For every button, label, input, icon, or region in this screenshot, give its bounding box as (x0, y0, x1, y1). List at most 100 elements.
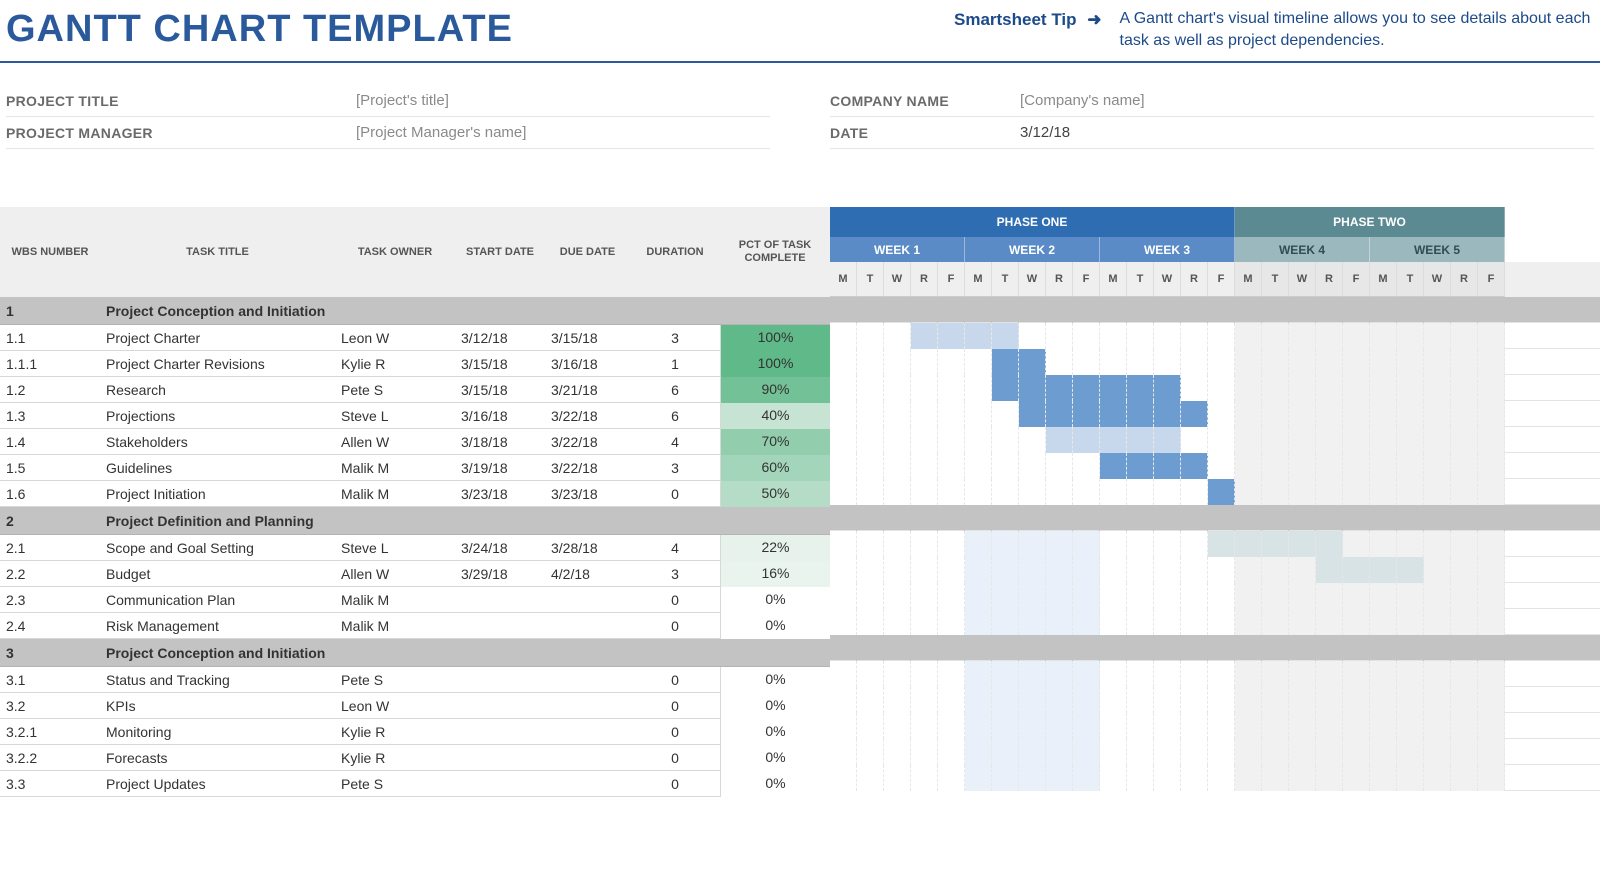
timeline-cell[interactable] (830, 349, 857, 375)
timeline-cell[interactable] (911, 401, 938, 427)
timeline-cell[interactable] (992, 505, 1019, 531)
timeline-cell[interactable] (938, 765, 965, 791)
timeline-cell[interactable] (1235, 557, 1262, 583)
timeline-cell[interactable] (1235, 583, 1262, 609)
timeline-cell[interactable] (1154, 349, 1181, 375)
timeline-cell[interactable] (965, 609, 992, 635)
date-input[interactable]: 3/12/18 (1020, 124, 1070, 141)
timeline-cell[interactable] (1127, 609, 1154, 635)
timeline-cell[interactable] (830, 739, 857, 765)
timeline-cell[interactable] (1100, 583, 1127, 609)
timeline-cell[interactable] (992, 713, 1019, 739)
timeline-cell[interactable] (1019, 427, 1046, 453)
timeline-cell[interactable] (1019, 401, 1046, 427)
timeline-cell[interactable] (965, 661, 992, 687)
timeline-cell[interactable] (1478, 635, 1505, 661)
timeline-cell[interactable] (1073, 713, 1100, 739)
task-row[interactable]: 2.2BudgetAllen W3/29/184/2/18316% (0, 561, 830, 587)
timeline-cell[interactable] (1316, 635, 1343, 661)
timeline-cell[interactable] (1019, 349, 1046, 375)
timeline-cell[interactable] (1316, 583, 1343, 609)
start-cell[interactable]: 3/18/18 (455, 434, 545, 450)
timeline-cell[interactable] (857, 349, 884, 375)
timeline-cell[interactable] (1046, 323, 1073, 349)
timeline-cell[interactable] (1262, 297, 1289, 323)
pct-cell[interactable]: 40% (720, 403, 830, 429)
timeline-cell[interactable] (1289, 297, 1316, 323)
timeline-cell[interactable] (1181, 401, 1208, 427)
timeline-cell[interactable] (1046, 297, 1073, 323)
title-cell[interactable]: Projections (100, 408, 335, 424)
timeline-cell[interactable] (1235, 713, 1262, 739)
timeline-cell[interactable] (1370, 713, 1397, 739)
timeline-cell[interactable] (830, 479, 857, 505)
timeline-cell[interactable] (1208, 479, 1235, 505)
task-row[interactable]: 2.4Risk ManagementMalik M00% (0, 613, 830, 639)
timeline-cell[interactable] (1370, 531, 1397, 557)
timeline-cell[interactable] (1208, 765, 1235, 791)
duration-cell[interactable]: 4 (630, 540, 720, 556)
timeline-cell[interactable] (830, 297, 857, 323)
timeline-cell[interactable] (1073, 401, 1100, 427)
timeline-cell[interactable] (911, 323, 938, 349)
task-row[interactable]: 2.1Scope and Goal SettingSteve L3/24/183… (0, 535, 830, 561)
timeline-cell[interactable] (830, 661, 857, 687)
timeline-cell[interactable] (1370, 427, 1397, 453)
task-row[interactable]: 1.4StakeholdersAllen W3/18/183/22/18470% (0, 429, 830, 455)
timeline-cell[interactable] (1127, 375, 1154, 401)
timeline-cell[interactable] (1397, 427, 1424, 453)
timeline-cell[interactable] (992, 427, 1019, 453)
timeline-cell[interactable] (992, 401, 1019, 427)
timeline-cell[interactable] (1154, 609, 1181, 635)
timeline-cell[interactable] (1046, 713, 1073, 739)
timeline-cell[interactable] (1046, 609, 1073, 635)
timeline-cell[interactable] (1370, 505, 1397, 531)
timeline-cell[interactable] (1235, 401, 1262, 427)
timeline-cell[interactable] (1343, 505, 1370, 531)
timeline-cell[interactable] (1451, 323, 1478, 349)
timeline-cell[interactable] (884, 661, 911, 687)
timeline-cell[interactable] (857, 557, 884, 583)
section-row[interactable]: 1Project Conception and Initiation (0, 297, 830, 325)
timeline-cell[interactable] (1154, 479, 1181, 505)
timeline-cell[interactable] (1208, 687, 1235, 713)
timeline-cell[interactable] (857, 609, 884, 635)
timeline-cell[interactable] (1424, 583, 1451, 609)
due-cell[interactable]: 3/15/18 (545, 330, 630, 346)
timeline-cell[interactable] (884, 609, 911, 635)
timeline-cell[interactable] (1235, 427, 1262, 453)
timeline-cell[interactable] (1289, 687, 1316, 713)
owner-cell[interactable]: Pete S (335, 382, 455, 398)
timeline-cell[interactable] (1343, 453, 1370, 479)
timeline-cell[interactable] (1451, 297, 1478, 323)
timeline-cell[interactable] (1478, 609, 1505, 635)
timeline-cell[interactable] (1316, 661, 1343, 687)
timeline-cell[interactable] (938, 297, 965, 323)
timeline-cell[interactable] (1397, 479, 1424, 505)
timeline-cell[interactable] (1208, 661, 1235, 687)
timeline-cell[interactable] (1478, 401, 1505, 427)
timeline-cell[interactable] (1100, 609, 1127, 635)
timeline-cell[interactable] (1100, 349, 1127, 375)
timeline-cell[interactable] (965, 505, 992, 531)
timeline-cell[interactable] (965, 479, 992, 505)
timeline-cell[interactable] (992, 687, 1019, 713)
timeline-cell[interactable] (1127, 323, 1154, 349)
timeline-cell[interactable] (857, 479, 884, 505)
timeline-cell[interactable] (1451, 479, 1478, 505)
timeline-cell[interactable] (1262, 687, 1289, 713)
timeline-cell[interactable] (884, 687, 911, 713)
timeline-cell[interactable] (1289, 661, 1316, 687)
timeline-cell[interactable] (1316, 609, 1343, 635)
timeline-cell[interactable] (1370, 375, 1397, 401)
timeline-cell[interactable] (857, 401, 884, 427)
timeline-cell[interactable] (1262, 609, 1289, 635)
title-cell[interactable]: Stakeholders (100, 434, 335, 450)
wbs-cell[interactable]: 1.5 (0, 460, 100, 476)
timeline-cell[interactable] (965, 687, 992, 713)
timeline-cell[interactable] (1100, 557, 1127, 583)
timeline-cell[interactable] (911, 531, 938, 557)
timeline-cell[interactable] (1370, 349, 1397, 375)
wbs-cell[interactable]: 3.2 (0, 698, 100, 714)
timeline-cell[interactable] (857, 505, 884, 531)
